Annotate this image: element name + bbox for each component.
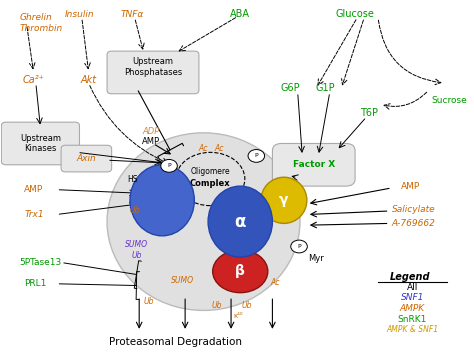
Text: 5PTase13: 5PTase13 (20, 258, 62, 267)
Text: Sucrose: Sucrose (431, 96, 466, 105)
Circle shape (161, 159, 177, 172)
Text: Factor X: Factor X (292, 160, 335, 169)
Text: α: α (235, 213, 246, 231)
Text: Ca²⁺: Ca²⁺ (23, 74, 45, 84)
Circle shape (291, 240, 307, 253)
Text: Ac: Ac (215, 144, 224, 153)
Text: γ: γ (279, 193, 289, 207)
Text: Proteasomal Degradation: Proteasomal Degradation (109, 337, 242, 347)
Text: Insulin: Insulin (64, 10, 94, 19)
Text: SUMO: SUMO (171, 276, 194, 285)
FancyBboxPatch shape (107, 51, 199, 94)
Text: κ⁴⁰: κ⁴⁰ (233, 313, 243, 319)
Text: Myr: Myr (308, 255, 324, 263)
Text: HS: HS (127, 174, 137, 184)
Text: Ub: Ub (143, 297, 154, 306)
Text: Legend: Legend (390, 272, 430, 282)
Text: Salicylate: Salicylate (392, 205, 436, 214)
Text: All: All (407, 283, 418, 292)
Text: SUMO: SUMO (125, 240, 148, 249)
Text: AMP: AMP (401, 182, 420, 190)
Text: β: β (235, 264, 245, 279)
FancyBboxPatch shape (273, 144, 355, 186)
Text: Upstream
Phosphatases: Upstream Phosphatases (124, 57, 182, 77)
Text: PRL1: PRL1 (24, 279, 47, 288)
Text: AMP: AMP (142, 137, 160, 146)
Ellipse shape (208, 186, 273, 257)
FancyBboxPatch shape (61, 145, 112, 172)
Text: Oligomere: Oligomere (191, 168, 230, 176)
Text: ADP: ADP (142, 126, 159, 136)
Text: Ub: Ub (212, 301, 222, 310)
Text: SnRK1: SnRK1 (398, 315, 427, 324)
Text: Trx1: Trx1 (24, 210, 44, 219)
Text: Glucose: Glucose (336, 9, 374, 19)
Text: G1P: G1P (315, 83, 335, 93)
Text: P: P (297, 244, 301, 249)
Text: Akt: Akt (81, 74, 97, 84)
Text: P: P (255, 154, 258, 158)
Text: SNF1: SNF1 (401, 294, 424, 303)
Ellipse shape (261, 177, 307, 223)
Ellipse shape (107, 133, 300, 310)
FancyBboxPatch shape (1, 122, 80, 165)
Text: ABA: ABA (230, 9, 250, 19)
Text: Ac: Ac (270, 277, 280, 286)
Ellipse shape (130, 165, 194, 236)
Text: A-769662: A-769662 (392, 219, 436, 228)
Text: AMPK: AMPK (400, 304, 425, 313)
Text: Complex: Complex (190, 179, 231, 188)
Text: G6P: G6P (281, 83, 301, 93)
Text: Ac: Ac (199, 144, 208, 153)
Text: Upstream
Kinases: Upstream Kinases (20, 134, 61, 153)
Text: Ub: Ub (132, 251, 142, 260)
Ellipse shape (213, 250, 268, 293)
Circle shape (248, 150, 264, 162)
Text: Axin: Axin (76, 154, 96, 163)
Text: AMPK & SNF1: AMPK & SNF1 (386, 325, 438, 334)
Text: T6P: T6P (360, 108, 378, 118)
Text: Ub: Ub (129, 207, 140, 216)
Text: AMP: AMP (24, 185, 44, 194)
Text: Thrombin: Thrombin (20, 24, 63, 33)
Text: TNFα: TNFα (121, 10, 144, 19)
Text: Ub: Ub (242, 301, 252, 310)
Text: P: P (167, 163, 171, 168)
Text: Ghrelin: Ghrelin (20, 13, 53, 22)
